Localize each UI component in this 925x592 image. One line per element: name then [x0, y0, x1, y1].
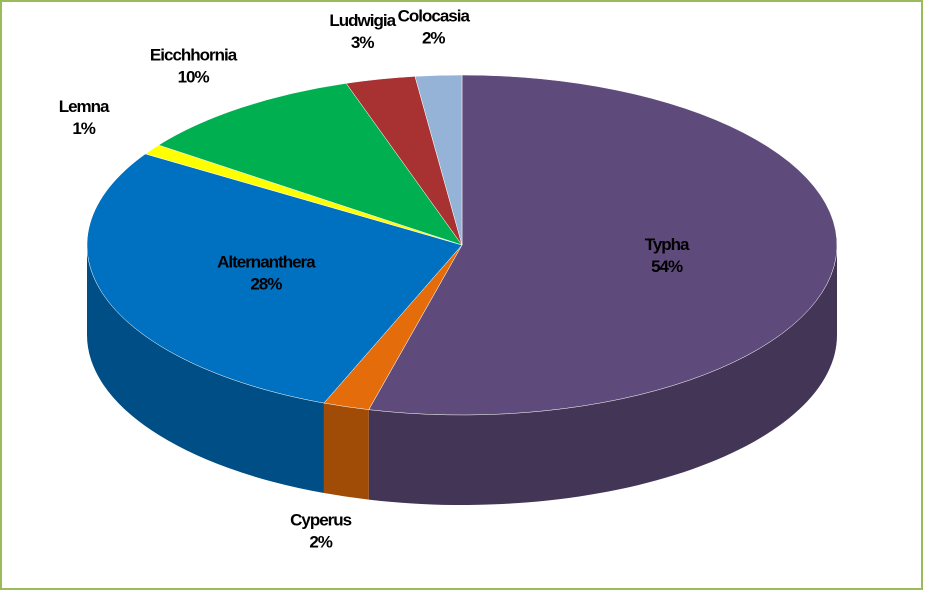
slice-side	[323, 403, 369, 500]
slice	[86, 153, 463, 404]
slice	[158, 83, 463, 246]
slice-label: Cyperus	[290, 511, 352, 530]
slice-label: Ludwigia	[329, 11, 396, 30]
slice	[368, 74, 838, 416]
slice-label: Lemna	[59, 97, 110, 116]
slice-label: Colocasia	[398, 6, 471, 25]
slice-value-label: 1%	[72, 119, 95, 138]
slice-value-label: 3%	[351, 33, 374, 52]
slice-side	[368, 245, 837, 506]
slice-label: Eicchhornia	[150, 46, 238, 65]
slice-value-label: 10%	[178, 68, 210, 87]
pie-tops	[86, 74, 838, 416]
slice-value-label: 2%	[309, 533, 332, 552]
slice-value-label: 28%	[250, 274, 282, 293]
pie-labels: Typha 54% Cyperus 2% Alternanthera 28% Lemna 1%…	[59, 6, 691, 552]
slice-label: Alternanthera	[217, 252, 316, 271]
slice-value-label: 54%	[651, 257, 683, 276]
slice	[414, 74, 463, 246]
slice-value-label: 2%	[422, 28, 445, 47]
slice-label: Typha	[645, 235, 690, 254]
